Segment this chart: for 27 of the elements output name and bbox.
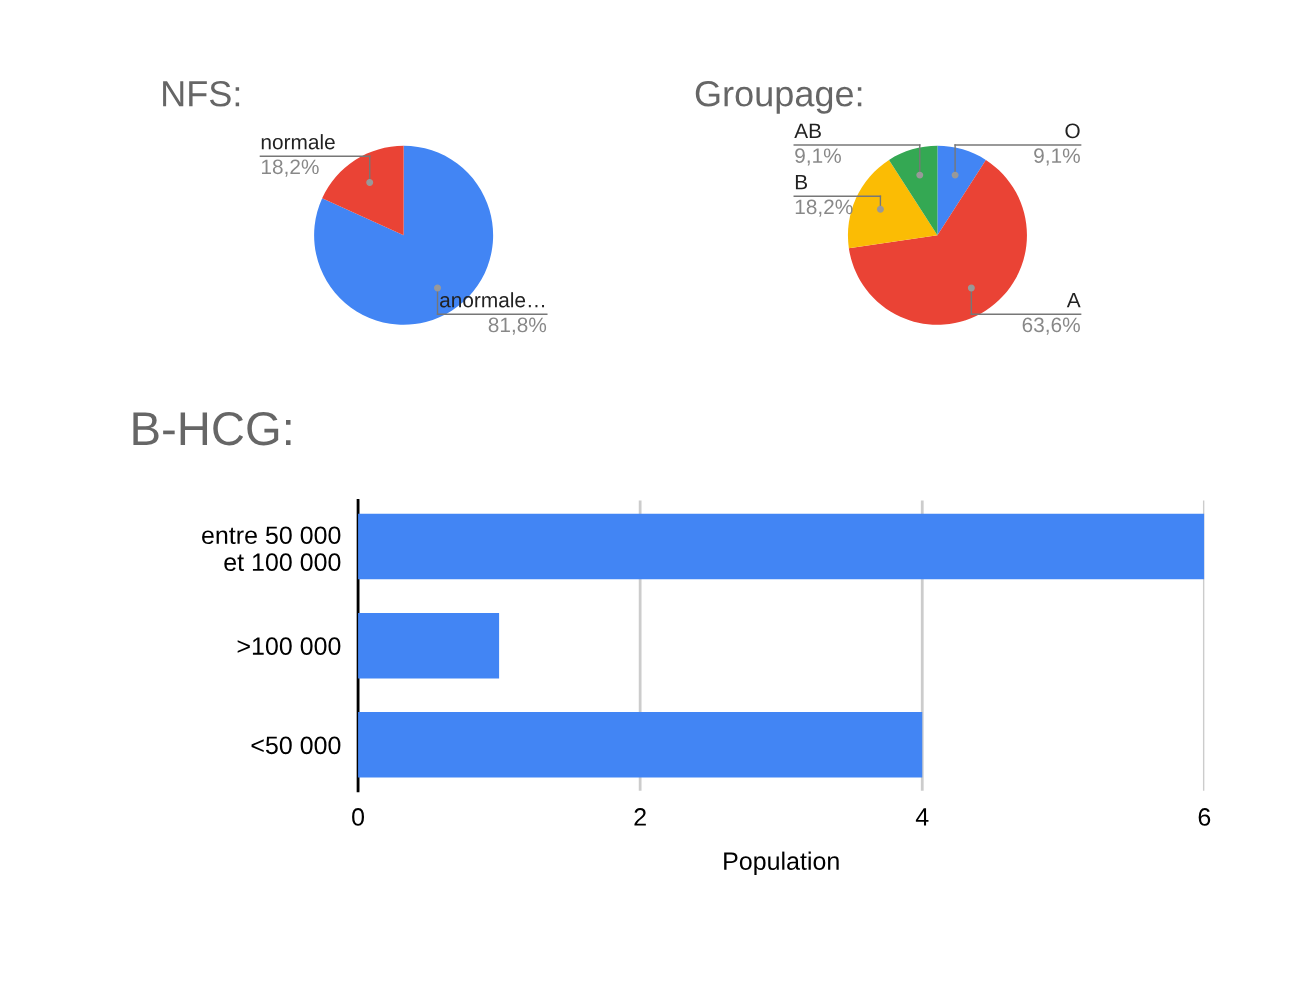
x-tick-label: 6: [1198, 808, 1211, 826]
y-tick-label: <50 000: [251, 736, 341, 755]
data-label: 9,1%: [1034, 148, 1080, 166]
chart-title: Groupage:: [695, 81, 862, 114]
slice-label: normale: [261, 134, 335, 150]
chart-title: B-HCG:: [133, 411, 291, 446]
slice-label: A: [1066, 292, 1081, 308]
slice-label: B: [795, 174, 808, 190]
x-tick-label: 0: [352, 808, 365, 826]
y-tick-label: >100 000: [237, 637, 341, 655]
slice-label: O: [1065, 123, 1080, 139]
data-label: 63,6%: [1022, 317, 1080, 335]
bar: [358, 712, 923, 778]
slice-label: AB: [794, 123, 821, 139]
data-label: 18,2%: [795, 199, 853, 217]
chart-title: NFS:: [163, 81, 240, 107]
bar: [358, 513, 1205, 580]
x-axis-title: Population: [724, 851, 839, 875]
pie-slice: [937, 145, 986, 236]
pie-slice: [889, 145, 938, 236]
data-label: 81,8%: [488, 317, 547, 335]
y-tick-label: entre 50 000 et 100 000: [202, 526, 341, 572]
data-label: 18,2%: [261, 159, 319, 177]
bar: [358, 612, 500, 679]
x-tick-label: 2: [634, 808, 646, 826]
data-label: 9,1%: [795, 148, 841, 166]
x-tick-label: 4: [915, 808, 929, 826]
